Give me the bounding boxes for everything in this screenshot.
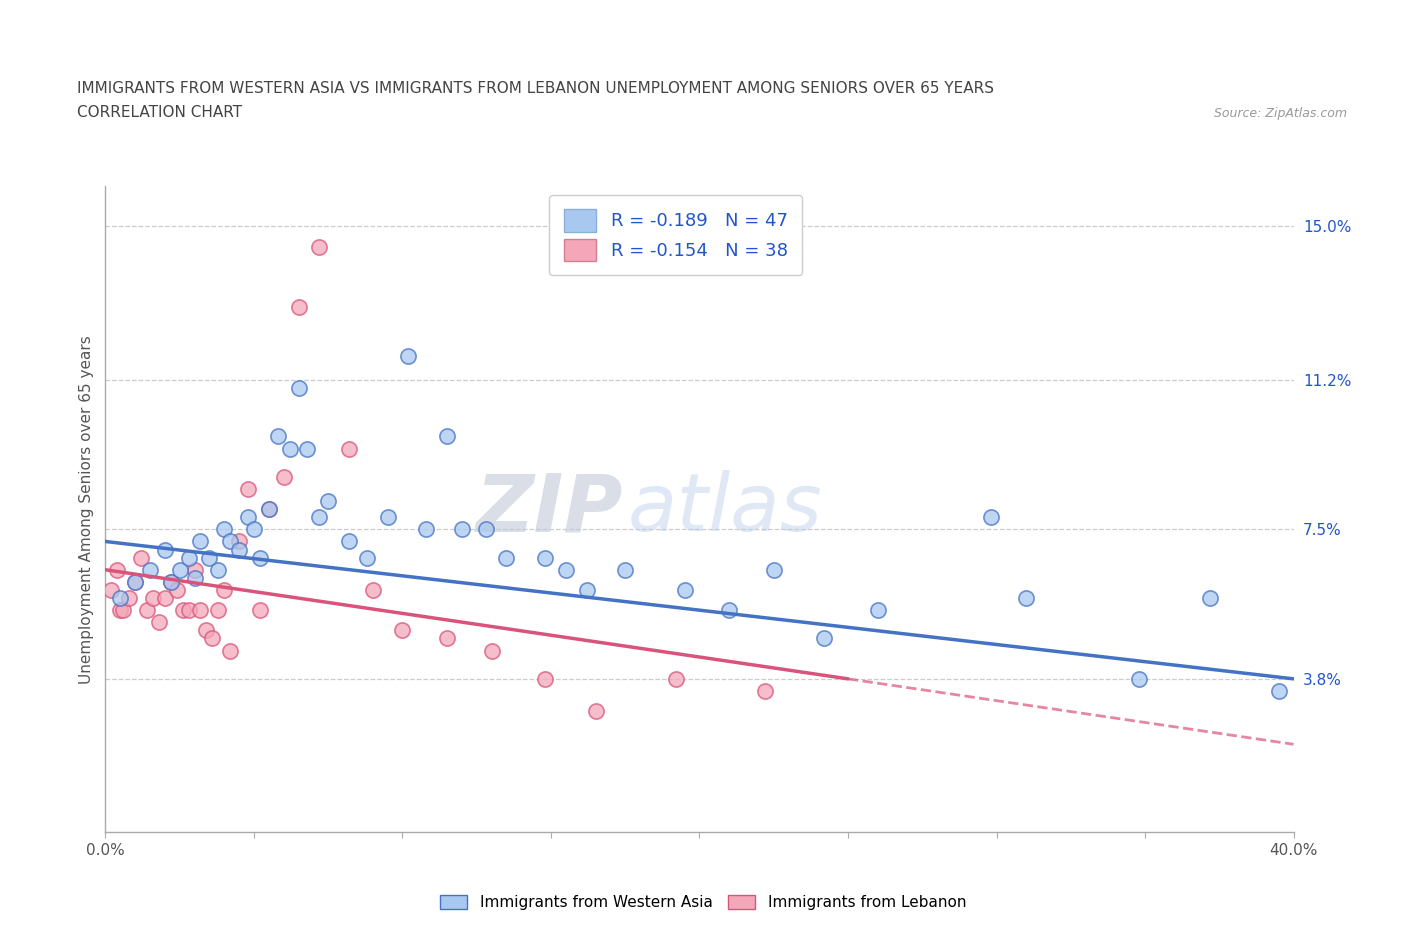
Point — [177, 551, 200, 565]
Point — [287, 380, 309, 395]
Point — [100, 582, 122, 597]
Point — [278, 441, 301, 456]
Point — [665, 671, 688, 686]
Point — [190, 534, 212, 549]
Point — [257, 502, 280, 517]
Text: atlas: atlas — [628, 471, 823, 548]
Point — [436, 631, 458, 646]
Point — [249, 603, 271, 618]
Point — [391, 623, 413, 638]
Point — [1015, 591, 1038, 605]
Point — [273, 470, 295, 485]
Point — [813, 631, 835, 646]
Point — [159, 575, 181, 590]
Point — [105, 563, 128, 578]
Point — [1128, 671, 1150, 686]
Point — [124, 575, 146, 590]
Point — [207, 563, 229, 578]
Point — [356, 551, 378, 565]
Point — [762, 563, 785, 578]
Point — [172, 603, 194, 618]
Point — [118, 591, 141, 605]
Point — [159, 575, 181, 590]
Point — [228, 542, 250, 557]
Point — [614, 563, 637, 578]
Point — [585, 704, 607, 719]
Point — [257, 502, 280, 517]
Point — [754, 684, 776, 698]
Point — [207, 603, 229, 618]
Point — [308, 239, 330, 254]
Point — [415, 522, 437, 537]
Point — [136, 603, 159, 618]
Point — [316, 494, 339, 509]
Y-axis label: Unemployment Among Seniors over 65 years: Unemployment Among Seniors over 65 years — [79, 335, 94, 684]
Point — [243, 522, 266, 537]
Point — [219, 644, 242, 658]
Point — [201, 631, 224, 646]
Point — [297, 441, 319, 456]
Point — [337, 534, 360, 549]
Legend: R = -0.189   N = 47, R = -0.154   N = 38: R = -0.189 N = 47, R = -0.154 N = 38 — [550, 195, 803, 275]
Point — [980, 510, 1002, 525]
Point — [183, 570, 205, 585]
Point — [377, 510, 399, 525]
Point — [361, 582, 384, 597]
Point — [166, 582, 188, 597]
Point — [866, 603, 889, 618]
Point — [474, 522, 496, 537]
Point — [112, 603, 135, 618]
Point — [249, 551, 271, 565]
Point — [1267, 684, 1289, 698]
Point — [495, 551, 517, 565]
Point — [534, 671, 557, 686]
Point — [554, 563, 576, 578]
Point — [183, 563, 205, 578]
Point — [124, 575, 146, 590]
Point — [198, 551, 221, 565]
Point — [287, 299, 309, 314]
Point — [110, 591, 132, 605]
Point — [236, 510, 259, 525]
Point — [148, 615, 170, 630]
Point — [110, 603, 132, 618]
Point — [450, 522, 472, 537]
Point — [396, 348, 419, 363]
Text: ZIP: ZIP — [475, 471, 623, 548]
Point — [214, 582, 236, 597]
Point — [153, 542, 176, 557]
Point — [267, 429, 290, 444]
Point — [195, 623, 218, 638]
Text: Source: ZipAtlas.com: Source: ZipAtlas.com — [1213, 107, 1347, 120]
Point — [308, 510, 330, 525]
Point — [139, 563, 162, 578]
Point — [142, 591, 165, 605]
Legend: Immigrants from Western Asia, Immigrants from Lebanon: Immigrants from Western Asia, Immigrants… — [432, 887, 974, 918]
Point — [718, 603, 741, 618]
Point — [129, 551, 152, 565]
Text: CORRELATION CHART: CORRELATION CHART — [77, 105, 242, 120]
Point — [228, 534, 250, 549]
Text: IMMIGRANTS FROM WESTERN ASIA VS IMMIGRANTS FROM LEBANON UNEMPLOYMENT AMONG SENIO: IMMIGRANTS FROM WESTERN ASIA VS IMMIGRAN… — [77, 81, 994, 96]
Point — [236, 482, 259, 497]
Point — [190, 603, 212, 618]
Point — [1199, 591, 1222, 605]
Point — [534, 551, 557, 565]
Point — [436, 429, 458, 444]
Point — [214, 522, 236, 537]
Point — [177, 603, 200, 618]
Point — [575, 582, 598, 597]
Point — [169, 563, 191, 578]
Point — [481, 644, 503, 658]
Point — [219, 534, 242, 549]
Point — [673, 582, 696, 597]
Point — [153, 591, 176, 605]
Point — [337, 441, 360, 456]
